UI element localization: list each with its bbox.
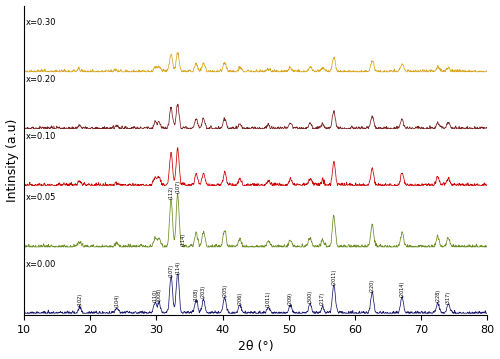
Text: x=0.20: x=0.20 — [26, 75, 56, 84]
Y-axis label: Intinsity (a.u): Intinsity (a.u) — [6, 119, 18, 202]
Text: (112): (112) — [168, 186, 173, 199]
Text: (2011): (2011) — [332, 269, 336, 285]
Text: (102): (102) — [77, 293, 82, 306]
Text: x=0.30: x=0.30 — [26, 18, 56, 27]
X-axis label: 2θ (°): 2θ (°) — [238, 340, 274, 354]
Text: (2014): (2014) — [400, 281, 404, 297]
Text: (108): (108) — [194, 288, 198, 300]
Text: x=0.10: x=0.10 — [26, 132, 56, 141]
Text: (1011): (1011) — [266, 290, 271, 307]
Text: (110): (110) — [152, 289, 158, 302]
Text: (220): (220) — [370, 279, 374, 292]
Text: (114): (114) — [175, 261, 180, 274]
Text: (206): (206) — [238, 292, 242, 305]
Text: (228): (228) — [435, 289, 440, 302]
Text: (203): (203) — [201, 285, 206, 298]
Text: (217): (217) — [320, 292, 325, 306]
Text: (104): (104) — [114, 294, 119, 307]
Text: (300): (300) — [308, 290, 312, 303]
Text: x=0.05: x=0.05 — [26, 194, 56, 202]
Text: (114): (114) — [180, 232, 186, 246]
Text: (008): (008) — [156, 288, 162, 301]
Text: (317): (317) — [446, 290, 451, 304]
Text: (205): (205) — [222, 284, 227, 297]
Text: (107): (107) — [175, 180, 180, 193]
Text: (209): (209) — [288, 292, 292, 305]
Text: x=0.00: x=0.00 — [26, 260, 56, 269]
Text: (107): (107) — [168, 264, 173, 276]
